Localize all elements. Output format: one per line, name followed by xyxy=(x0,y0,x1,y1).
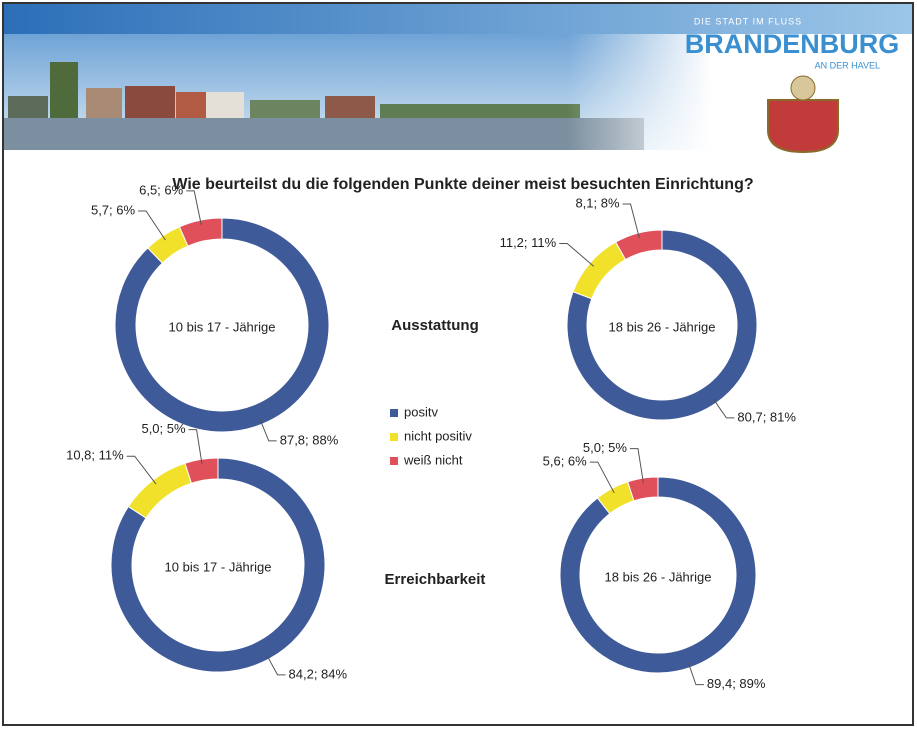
data-label: 11,2; 11% xyxy=(500,235,557,250)
legend-swatch xyxy=(390,457,398,465)
row-label: Erreichbarkeit xyxy=(385,571,486,588)
data-label: 10,8; 11% xyxy=(66,448,124,463)
legend-label: positv xyxy=(404,404,438,419)
legend-swatch xyxy=(390,409,398,417)
chart-title: Wie beurteilst du die folgenden Punkte d… xyxy=(172,176,753,193)
header-subtitle: AN DER HAVEL xyxy=(815,60,880,70)
page: DIE STADT IM FLUSS BRANDENBURG AN DER HA… xyxy=(0,0,917,731)
donut-center-label: 10 bis 17 - Jährige xyxy=(165,559,272,574)
data-label: 84,2; 84% xyxy=(289,666,348,681)
header-logo: BRANDENBURG xyxy=(685,29,900,59)
slide: DIE STADT IM FLUSS BRANDENBURG AN DER HA… xyxy=(0,0,917,731)
data-label: 87,8; 88% xyxy=(280,432,339,447)
legend-swatch xyxy=(390,433,398,441)
data-label: 8,1; 8% xyxy=(575,195,620,210)
data-label: 5,7; 6% xyxy=(91,202,136,217)
header-tagline: DIE STADT IM FLUSS xyxy=(694,16,802,26)
donut-center-label: 18 bis 26 - Jährige xyxy=(609,319,716,334)
data-label: 5,0; 5% xyxy=(583,440,628,455)
data-label: 6,5; 6% xyxy=(139,182,184,197)
legend-label: nicht positiv xyxy=(404,428,472,443)
data-label: 80,7; 81% xyxy=(737,409,796,424)
data-label: 89,4; 89% xyxy=(707,676,766,691)
row-label: Ausstattung xyxy=(391,317,479,334)
data-label: 5,6; 6% xyxy=(543,454,588,469)
data-label: 5,0; 5% xyxy=(141,421,186,436)
donut-center-label: 10 bis 17 - Jährige xyxy=(169,319,276,334)
legend-label: weiß nicht xyxy=(403,452,463,467)
donut-center-label: 18 bis 26 - Jährige xyxy=(605,569,712,584)
